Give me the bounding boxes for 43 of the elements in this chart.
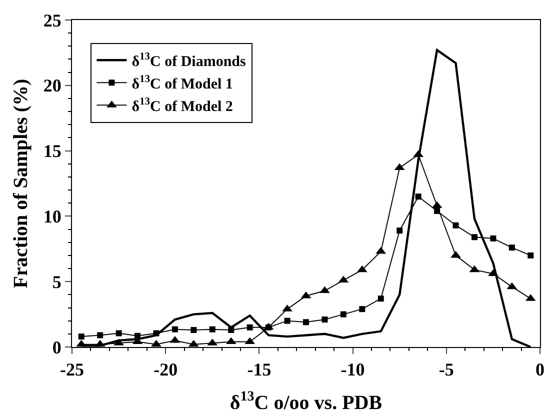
legend-label: δ$^{13}$C of Model 1 bbox=[132, 74, 233, 92]
point bbox=[151, 340, 162, 347]
x-tick-label: -25 bbox=[60, 360, 84, 380]
x-tick-label: -5 bbox=[438, 360, 454, 380]
legend-label: δ$^{13}$C of Model 2 bbox=[132, 96, 233, 115]
point bbox=[284, 318, 290, 324]
point bbox=[340, 311, 346, 318]
point bbox=[172, 326, 178, 332]
y-tick-label: 10 bbox=[43, 206, 62, 226]
point bbox=[78, 334, 84, 340]
y-tick-label: 25 bbox=[43, 10, 62, 30]
point bbox=[246, 324, 253, 330]
x-axis-title: δ$^{13}$C o/oo vs. PDB bbox=[230, 390, 382, 414]
point bbox=[134, 332, 141, 339]
point bbox=[322, 316, 328, 323]
y-tick-label: 5 bbox=[52, 272, 62, 292]
point bbox=[396, 228, 403, 234]
point bbox=[508, 244, 515, 251]
point bbox=[190, 327, 197, 333]
point bbox=[97, 332, 104, 338]
point bbox=[450, 250, 461, 258]
point bbox=[320, 286, 330, 294]
point bbox=[303, 319, 309, 326]
point bbox=[528, 252, 534, 258]
point bbox=[209, 326, 216, 332]
point bbox=[490, 235, 496, 242]
x-tick-label: -20 bbox=[154, 360, 178, 380]
y-tick-label: 15 bbox=[43, 141, 62, 162]
point bbox=[228, 327, 234, 333]
x-tick-label: -10 bbox=[340, 360, 365, 380]
point bbox=[415, 194, 422, 200]
legend-label: δ$^{13}$C of Diamonds bbox=[132, 52, 246, 70]
point bbox=[471, 234, 478, 240]
y-tick-label: 0 bbox=[52, 337, 62, 358]
x-tick-label: 0 bbox=[536, 360, 544, 380]
point bbox=[378, 296, 384, 302]
point bbox=[153, 330, 160, 336]
x-tick-label: -15 bbox=[247, 360, 272, 380]
point bbox=[116, 330, 122, 336]
y-tick-label: 20 bbox=[43, 76, 62, 96]
point bbox=[359, 306, 366, 312]
point bbox=[452, 222, 459, 228]
y-axis-title: Fraction of Samples (%) bbox=[10, 78, 32, 288]
